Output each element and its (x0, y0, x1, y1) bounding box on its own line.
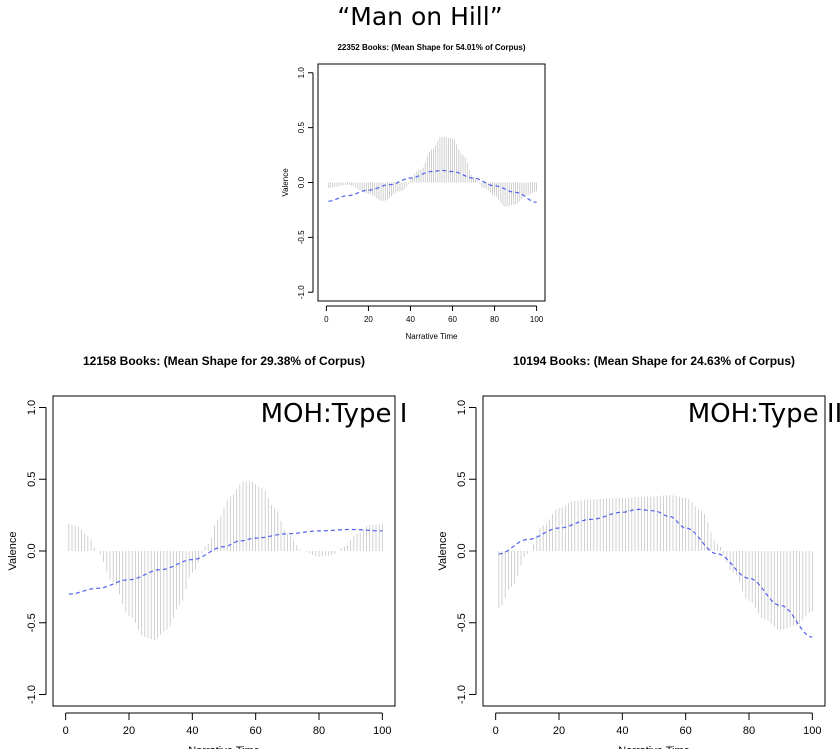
chart-svg: 10194 Books: (Mean Shape for 24.63% of C… (437, 354, 840, 749)
y-tick-label: 1.0 (26, 400, 38, 415)
x-tick-label: 60 (680, 725, 692, 737)
x-axis-label: Narrative Time (618, 745, 690, 749)
x-tick-label: 100 (373, 725, 391, 737)
chart-svg: 12158 Books: (Mean Shape for 29.38% of C… (7, 354, 408, 749)
y-tick-label: 1.0 (297, 67, 306, 79)
x-tick-label: 20 (553, 725, 565, 737)
y-tick-label: 0.0 (456, 543, 468, 558)
y-tick-label: 1.0 (456, 400, 468, 415)
x-tick-label: 100 (803, 725, 821, 737)
chart-panel-left: 12158 Books: (Mean Shape for 29.38% of C… (0, 350, 410, 749)
spike-series (328, 136, 537, 207)
mean-shape-line (328, 169, 537, 203)
y-tick-label: -0.5 (26, 613, 38, 632)
mean-shape-line (498, 508, 813, 638)
y-axis-label: Valence (281, 168, 290, 197)
plot-frame (317, 63, 546, 302)
y-tick-label: -1.0 (456, 685, 468, 704)
x-axis-label: Narrative Time (188, 745, 260, 749)
mean-shape-line (68, 528, 383, 595)
y-tick-label: -0.5 (297, 230, 306, 244)
x-tick-label: 0 (324, 315, 329, 324)
y-tick-label: -1.0 (26, 685, 38, 704)
x-tick-label: 40 (406, 315, 415, 324)
spike-series (68, 480, 383, 640)
x-tick-label: 20 (364, 315, 373, 324)
chart-panel-top: 22352 Books: (Mean Shape for 54.01% of C… (268, 40, 568, 341)
x-axis-label: Narrative Time (405, 332, 458, 341)
y-tick-label: 0.5 (456, 472, 468, 487)
spike-series (498, 495, 813, 630)
x-tick-label: 0 (63, 725, 69, 737)
chart-title: 10194 Books: (Mean Shape for 24.63% of C… (513, 354, 795, 368)
chart-panel-right: 10194 Books: (Mean Shape for 24.63% of C… (428, 350, 840, 749)
type-label: MOH:Type I (261, 399, 408, 429)
x-tick-label: 40 (186, 725, 198, 737)
y-tick-label: 0.5 (26, 472, 38, 487)
y-axis-label: Valence (437, 532, 449, 571)
y-tick-label: 0.0 (297, 176, 306, 188)
x-tick-label: 80 (313, 725, 325, 737)
x-tick-label: 0 (493, 725, 499, 737)
chart-title: 22352 Books: (Mean Shape for 54.01% of C… (337, 43, 525, 52)
x-tick-label: 80 (743, 725, 755, 737)
chart-title: 12158 Books: (Mean Shape for 29.38% of C… (83, 354, 365, 368)
x-tick-label: 100 (530, 315, 544, 324)
page-title: “Man on Hill” (337, 2, 503, 31)
x-tick-label: 80 (490, 315, 499, 324)
type-label: MOH:Type II (688, 399, 840, 429)
y-tick-label: -0.5 (456, 613, 468, 632)
y-axis-label: Valence (7, 532, 19, 571)
plot-frame (52, 395, 396, 707)
x-tick-label: 60 (448, 315, 457, 324)
chart-svg: 22352 Books: (Mean Shape for 54.01% of C… (281, 43, 546, 341)
y-tick-label: 0.0 (26, 543, 38, 558)
x-tick-label: 60 (250, 725, 262, 737)
plot-frame (482, 395, 826, 707)
y-tick-label: -1.0 (297, 285, 306, 299)
y-tick-label: 0.5 (297, 122, 306, 134)
x-tick-label: 40 (616, 725, 628, 737)
x-tick-label: 20 (123, 725, 135, 737)
